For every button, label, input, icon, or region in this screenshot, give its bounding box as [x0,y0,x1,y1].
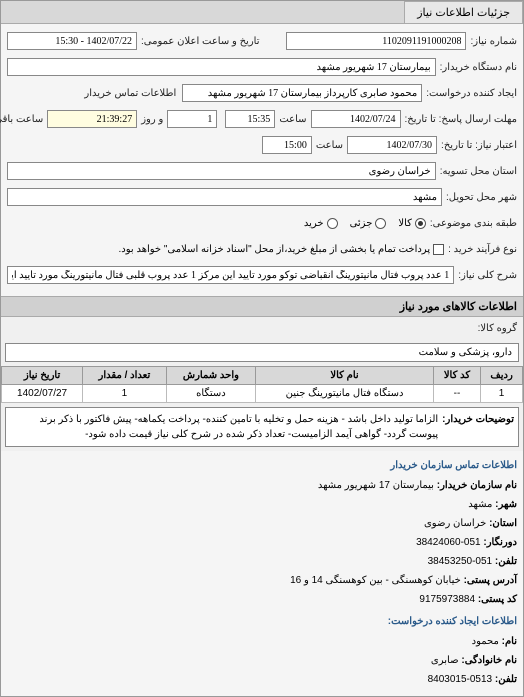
cell-unit: دستگاه [166,385,256,403]
goods-table: ردیف کد کالا نام کالا واحد شمارش تعداد /… [1,366,523,403]
validity-time-label: ساعت [316,140,343,151]
tab-bar: جزئیات اطلاعات نیاز [1,1,523,24]
title-label: شرح کلی نیاز: [458,270,517,281]
priority-radios: کالا جزئی خرید [304,218,426,229]
phone-label: تلفن: [495,556,517,567]
city-input [7,188,442,206]
fax-value: 051-38424060 [416,537,481,548]
priority-label: طبقه بندی موضوعی: [430,218,517,229]
cell-qty: 1 [83,385,166,403]
radio-none[interactable] [327,218,338,229]
org-value: بیمارستان 17 شهریور مشهد [318,480,434,491]
family-value: صابری [431,655,459,666]
category-label: گروه کالا: [478,323,517,334]
creator-section-header: اطلاعات ایجاد کننده درخواست: [7,613,517,631]
days-input [167,110,217,128]
th-qty: تعداد / مقدار [83,367,166,385]
request-number-input [286,32,466,50]
deadline-time-input [225,110,275,128]
th-name: نام کالا [256,367,434,385]
radio-none-label: خرید [304,218,324,229]
phone-value: 051-38453250 [428,556,493,567]
description-text: الزاما تولید داخل باشد - هزینه حمل و تخل… [10,412,438,442]
contact-city-label: شهر: [495,499,517,510]
contact-header: اطلاعات تماس سازمان خریدار [7,457,517,475]
remaining-label: ساعت باقی مانده [0,114,43,125]
checkbox-before[interactable] [433,244,444,255]
province-label: استان محل تسویه: [440,166,517,177]
validity-time-input [262,136,312,154]
radio-partial-label: جزئی [350,218,373,229]
th-code: کد کالا [433,367,480,385]
tel-value: 0513-8403015 [428,674,493,685]
radio-all[interactable] [415,218,426,229]
tel-label: تلفن: [495,674,517,685]
main-panel: جزئیات اطلاعات نیاز شماره نیاز: تاریخ و … [0,0,524,697]
cell-code: -- [433,385,480,403]
postal-label: کد پستی: [478,594,517,605]
province-input [7,162,436,180]
creator-input [182,84,422,102]
validity-label: اعتبار نیاز: تا تاریخ: [441,140,517,151]
address-label: آدرس پستی: [464,575,517,586]
th-unit: واحد شمارش [166,367,256,385]
countdown-input [47,110,137,128]
contact-province-value: خراسان رضوی [424,518,486,529]
deadline-date-input [311,110,401,128]
request-number-label: شماره نیاز: [470,36,517,47]
title-input [7,266,454,284]
device-name-input [7,58,436,76]
fax-label: دورنگار: [483,537,517,548]
validity-date-input [347,136,437,154]
form-area: شماره نیاز: تاریخ و ساعت اعلان عمومی: نا… [1,24,523,296]
radio-partial[interactable] [375,218,386,229]
th-row: ردیف [481,367,523,385]
cell-date: 1402/07/27 [2,385,83,403]
creator-label: ایجاد کننده درخواست: [426,88,517,99]
family-label: نام خانوادگی: [461,655,517,666]
description-box: توضیحات خریدار: الزاما تولید داخل باشد -… [5,407,519,447]
goods-header: اطلاعات کالاهای مورد نیاز [1,296,523,317]
city-label: شهر محل تحویل: [446,192,517,203]
payment-group: پرداخت تمام یا بخشی از مبلغ خرید،از محل … [119,244,445,255]
cell-name: دستگاه فتال مانیتورینگ جنین [256,385,434,403]
days-label: و روز [141,114,163,125]
contact-link[interactable]: اطلاعات تماس خریدار [84,88,176,99]
name-value: محمود [472,636,499,647]
table-row[interactable]: 1 -- دستگاه فتال مانیتورینگ جنین دستگاه … [2,385,523,403]
cell-row: 1 [481,385,523,403]
checkbox-before-label: پرداخت تمام یا بخشی از مبلغ خرید،از محل … [119,244,431,255]
tab-details[interactable]: جزئیات اطلاعات نیاز [404,1,523,23]
announce-date-input [7,32,137,50]
name-label: نام: [502,636,517,647]
category-box: دارو، پزشکی و سلامت [5,343,519,362]
address-value: خیابان کوهسنگی - بین کوهسنگی 14 و 16 [290,575,461,586]
contact-section: اطلاعات تماس سازمان خریدار نام سازمان خر… [1,451,523,696]
org-label: نام سازمان خریدار: [437,480,517,491]
contact-city-value: مشهد [468,499,492,510]
device-name-label: نام دستگاه خریدار: [440,62,517,73]
postal-value: 9175973884 [419,594,475,605]
payment-type-label: نوع فرآیند خرید : [448,244,517,255]
radio-all-label: کالا [398,218,412,229]
th-date: تاریخ نیاز [2,367,83,385]
deadline-time-label: ساعت [279,114,306,125]
contact-province-label: استان: [489,518,517,529]
deadline-label: مهلت ارسال پاسخ: تا تاریخ: [405,114,517,125]
announce-date-label: تاریخ و ساعت اعلان عمومی: [141,36,260,47]
description-label: توضیحات خریدار: [442,412,514,442]
